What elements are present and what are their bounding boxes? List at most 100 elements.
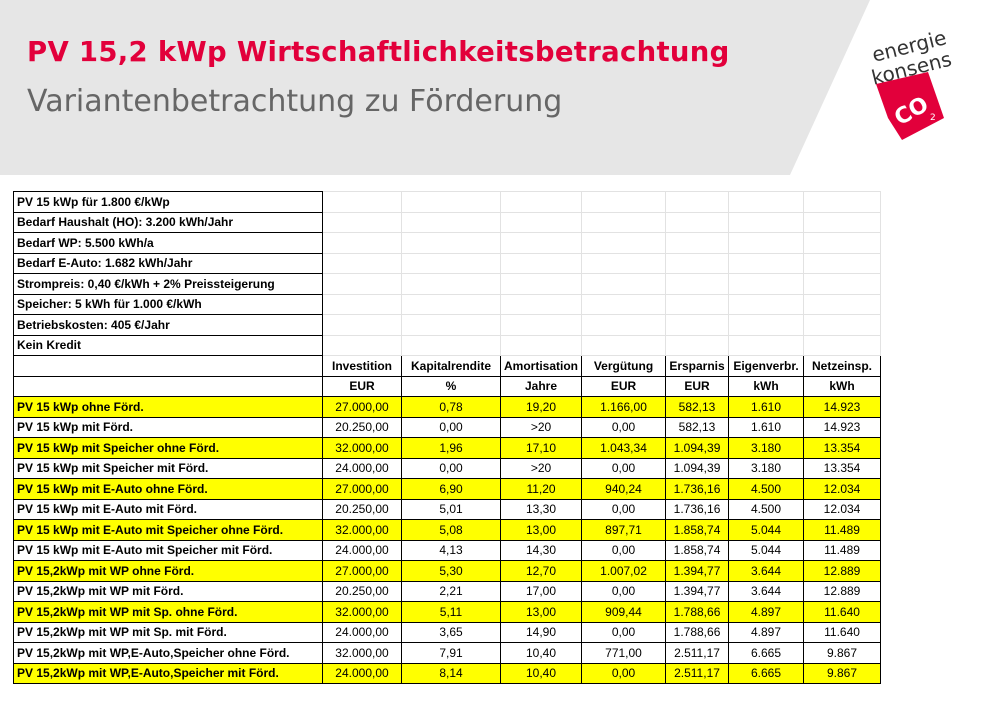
assumption-label: Speicher: 5 kWh für 1.000 €/kWh (13, 293, 323, 315)
unit-cell: % (401, 375, 501, 397)
value-cell: 2.511,17 (665, 642, 730, 664)
unit-cell: kWh (728, 375, 805, 397)
empty-cell (499, 252, 583, 274)
value-cell: 24.000,00 (322, 539, 402, 561)
value-cell: 20.250,00 (322, 416, 402, 438)
value-cell: 3,65 (401, 621, 501, 643)
value-cell: 32.000,00 (322, 437, 402, 459)
assumption-label: Betriebskosten: 405 €/Jahr (13, 314, 323, 336)
value-cell: 9.867 (803, 642, 882, 664)
empty-cell (499, 232, 583, 254)
empty-cell (499, 334, 583, 356)
value-cell: 24.000,00 (322, 662, 402, 684)
value-cell: 0,00 (581, 621, 667, 643)
empty-cell (499, 191, 583, 213)
empty-cell (803, 273, 882, 295)
empty-cell (401, 252, 501, 274)
empty-cell (581, 211, 667, 233)
value-cell: 4,13 (401, 539, 501, 561)
unit-cell: EUR (322, 375, 402, 397)
value-cell: 0,00 (581, 580, 667, 602)
value-cell: 4.500 (728, 498, 805, 520)
assumption-row: Kein Kredit (13, 334, 882, 356)
value-cell: 0,00 (401, 416, 501, 438)
value-cell: 13,00 (499, 601, 583, 623)
value-cell: >20 (499, 416, 583, 438)
empty-cell (803, 191, 882, 213)
empty-cell (401, 191, 501, 213)
table-row: PV 15 kWp mit E-Auto mit Speicher ohne F… (13, 519, 882, 541)
value-cell: 1,96 (401, 437, 501, 459)
empty-cell (581, 334, 667, 356)
value-cell: 14,90 (499, 621, 583, 643)
empty-cell (803, 293, 882, 315)
value-cell: 5.044 (728, 539, 805, 561)
value-cell: 11.640 (803, 601, 882, 623)
table-row: PV 15,2kWp mit WP,E-Auto,Speicher ohne F… (13, 642, 882, 664)
table-row: PV 15 kWp mit E-Auto ohne Förd. 27.000,00… (13, 478, 882, 500)
assumption-row: Bedarf E-Auto: 1.682 kWh/Jahr (13, 252, 882, 274)
table-row: PV 15,2kWp mit WP mit Förd. 20.250,00 2,21… (13, 580, 882, 602)
value-cell: 14,30 (499, 539, 583, 561)
empty-cell (665, 211, 730, 233)
page-subtitle: Variantenbetrachtung zu Förderung (27, 84, 563, 119)
value-cell: 12,70 (499, 560, 583, 582)
value-cell: 1.094,39 (665, 437, 730, 459)
assumption-row: Bedarf Haushalt (HO): 3.200 kWh/Jahr (13, 211, 882, 233)
table-row: PV 15 kWp mit Förd. 20.250,00 0,00 >20 0,00 5… (13, 416, 882, 438)
unit-row: EUR% Jahre EUR EUR kWh kWh (13, 375, 882, 397)
value-cell: 27.000,00 (322, 396, 402, 418)
variant-label: PV 15,2kWp mit WP,E-Auto,Speicher ohne F… (13, 642, 323, 664)
empty-cell (322, 232, 402, 254)
empty-cell (401, 314, 501, 336)
variant-label: PV 15,2kWp mit WP mit Sp. mit Förd. (13, 621, 323, 643)
value-cell: 10,40 (499, 662, 583, 684)
value-cell: 0,00 (581, 662, 667, 684)
value-cell: 1.394,77 (665, 580, 730, 602)
variant-label: PV 15,2kWp mit WP mit Förd. (13, 580, 323, 602)
variant-label: PV 15 kWp mit Förd. (13, 416, 323, 438)
logo-co2-mark (876, 72, 944, 140)
logo-mark-sub: 2 (930, 113, 936, 123)
empty-cell (581, 232, 667, 254)
value-cell: 14.923 (803, 396, 882, 418)
value-cell: 1.007,02 (581, 560, 667, 582)
unit-cell: kWh (803, 375, 882, 397)
value-cell: 5,01 (401, 498, 501, 520)
variant-label: PV 15,2kWp mit WP ohne Förd. (13, 560, 323, 582)
assumption-row: Speicher: 5 kWh für 1.000 €/kWh (13, 293, 882, 315)
value-cell: 1.858,74 (665, 539, 730, 561)
value-cell: 0,00 (581, 498, 667, 520)
value-cell: 12.889 (803, 560, 882, 582)
table-row: PV 15 kWp mit Speicher mit Förd. 24.000,0… (13, 457, 882, 479)
value-cell: 0,00 (581, 416, 667, 438)
assumption-row: PV 15 kWp für 1.800 €/kWp (13, 191, 882, 213)
value-cell: 6.665 (728, 662, 805, 684)
column-header: Eigenverbr. (728, 355, 805, 377)
value-cell: 2.511,17 (665, 662, 730, 684)
empty-cell (665, 314, 730, 336)
empty-cell (401, 232, 501, 254)
empty-cell (401, 211, 501, 233)
value-cell: 5,11 (401, 601, 501, 623)
value-cell: 940,24 (581, 478, 667, 500)
empty-cell (665, 273, 730, 295)
value-cell: 6,90 (401, 478, 501, 500)
value-cell: 10,40 (499, 642, 583, 664)
assumption-label: PV 15 kWp für 1.800 €/kWp (13, 191, 323, 213)
header-background (0, 0, 870, 175)
column-header: Netzeinsp. (803, 355, 882, 377)
variant-label: PV 15 kWp ohne Förd. (13, 396, 323, 418)
empty-cell (728, 293, 805, 315)
empty-cell (322, 252, 402, 274)
value-cell: 13,00 (499, 519, 583, 541)
value-cell: 11,20 (499, 478, 583, 500)
empty-cell (728, 314, 805, 336)
table-row: PV 15 kWp mit Speicher ohne Förd. 32.000,… (13, 437, 882, 459)
value-cell: 1.043,34 (581, 437, 667, 459)
value-cell: 897,71 (581, 519, 667, 541)
value-cell: 13.354 (803, 457, 882, 479)
value-cell: 2,21 (401, 580, 501, 602)
empty-cell (499, 314, 583, 336)
value-cell: 0,78 (401, 396, 501, 418)
